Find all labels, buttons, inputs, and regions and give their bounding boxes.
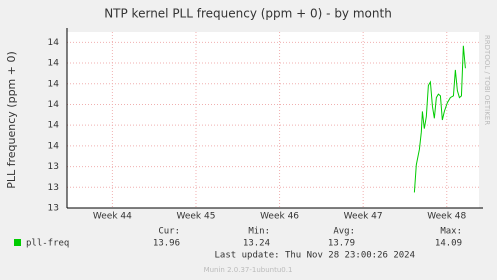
y-tick-label: 14 xyxy=(48,38,60,48)
summary-label: Min: xyxy=(248,227,270,237)
y-tick-label: 14 xyxy=(48,59,60,69)
y-tick-label: 14 xyxy=(48,121,60,131)
plot-area xyxy=(67,32,479,208)
y-tick-label: 13 xyxy=(48,204,59,214)
y-tick-label: 14 xyxy=(48,79,60,89)
watermark: RRDTOOL / TOBI OETIKER xyxy=(483,35,491,125)
summary-label: Max: xyxy=(440,227,462,237)
summary-value: 13.79 xyxy=(328,239,355,249)
summary-label: Avg: xyxy=(333,227,355,237)
x-tick-label: Week 44 xyxy=(93,212,132,222)
y-tick-label: 13 xyxy=(48,183,59,193)
footer: Munin 2.0.37-1ubuntu0.1 xyxy=(204,266,293,274)
summary-value: 13.96 xyxy=(153,239,180,249)
x-tick-label: Week 47 xyxy=(344,212,383,222)
legend-label: pll-freq xyxy=(26,239,69,249)
y-axis-label: PLL frequency (ppm + 0) xyxy=(5,51,18,189)
summary-value: 14.09 xyxy=(435,239,462,249)
summary-value: 13.24 xyxy=(243,239,270,249)
y-tick-label: 14 xyxy=(48,100,60,110)
last-update: Last update: Thu Nov 28 23:00:26 2024 xyxy=(215,251,415,261)
y-tick-label: 14 xyxy=(48,141,60,151)
data-line xyxy=(413,45,466,193)
chart-title: NTP kernel PLL frequency (ppm + 0) - by … xyxy=(104,7,392,21)
x-tick-label: Week 48 xyxy=(427,212,466,222)
y-tick-label: 13 xyxy=(48,162,59,172)
legend-swatch xyxy=(14,239,21,246)
summary-label: Cur: xyxy=(158,227,180,237)
x-tick-label: Week 46 xyxy=(260,212,299,222)
x-tick-label: Week 45 xyxy=(176,212,215,222)
